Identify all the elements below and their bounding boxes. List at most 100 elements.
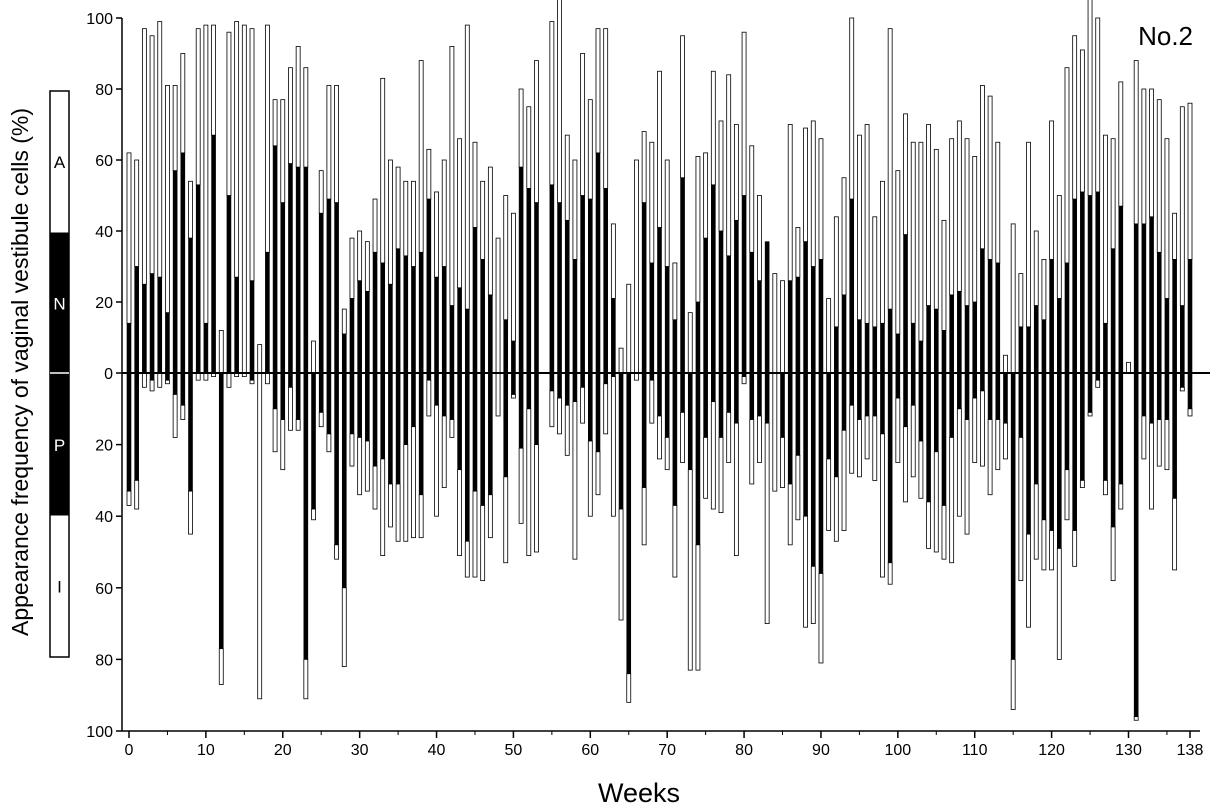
bar-i-week-56 xyxy=(557,397,562,435)
bar-i-week-108 xyxy=(956,408,962,517)
bar-i-week-38 xyxy=(418,494,424,539)
bar-a-week-43 xyxy=(457,138,463,289)
bar-n-week-89 xyxy=(810,266,816,374)
bar-a-week-88 xyxy=(803,127,808,243)
bar-a-week-117 xyxy=(1026,141,1031,328)
bar-n-week-100 xyxy=(895,333,901,374)
bar-n-week-33 xyxy=(380,262,386,374)
bar-i-week-128 xyxy=(1110,526,1116,582)
phase-label-p: P xyxy=(54,436,65,455)
tick-marks xyxy=(116,17,1191,738)
bar-i-week-97 xyxy=(872,415,878,481)
bar-a-week-82 xyxy=(757,195,762,282)
bar-i-week-88 xyxy=(803,515,808,628)
bar-p-week-49 xyxy=(503,372,509,478)
bar-a-week-131 xyxy=(1133,60,1139,225)
bar-p-week-29 xyxy=(349,372,355,435)
bar-n-week-75 xyxy=(703,237,708,374)
y-tick-label: 80 xyxy=(95,652,113,669)
bar-n-week-31 xyxy=(365,291,370,374)
bar-i-week-132 xyxy=(1141,415,1147,460)
bar-i-week-100 xyxy=(895,397,901,463)
bar-p-week-83 xyxy=(764,372,770,424)
bar-p-week-86 xyxy=(787,372,793,485)
phase-box-i xyxy=(50,515,69,657)
bar-i-week-137 xyxy=(1179,386,1185,392)
bar-i-week-17 xyxy=(257,372,263,700)
bar-p-week-25 xyxy=(318,372,324,413)
bar-a-week-118 xyxy=(1033,230,1039,306)
x-tick-label: 100 xyxy=(884,742,911,759)
bar-p-week-75 xyxy=(703,372,708,438)
bar-i-week-106 xyxy=(941,505,947,560)
bar-p-week-23 xyxy=(303,372,309,660)
bar-i-week-129 xyxy=(1118,483,1124,510)
bar-p-week-44 xyxy=(464,372,470,542)
bar-i-week-71 xyxy=(672,505,678,578)
bar-i-week-23 xyxy=(303,659,309,700)
bar-i-week-68 xyxy=(649,379,655,424)
bar-n-week-37 xyxy=(411,266,416,374)
bar-p-week-37 xyxy=(411,372,416,428)
bar-p-week-127 xyxy=(1103,372,1108,481)
bar-p-week-99 xyxy=(887,372,893,564)
bar-a-week-86 xyxy=(787,124,793,282)
bar-p-week-8 xyxy=(188,372,193,492)
bar-n-week-106 xyxy=(941,330,947,374)
bar-a-week-30 xyxy=(357,230,363,282)
x-tick-label: 80 xyxy=(735,742,753,759)
bar-p-week-126 xyxy=(1095,372,1101,381)
bar-n-week-26 xyxy=(326,198,332,374)
bar-a-week-25 xyxy=(318,170,324,214)
bar-p-week-73 xyxy=(687,372,693,470)
bar-a-week-13 xyxy=(226,31,232,196)
bar-a-week-132 xyxy=(1141,88,1147,225)
bar-a-week-46 xyxy=(480,180,486,260)
bar-a-week-51 xyxy=(518,88,524,168)
bar-n-week-35 xyxy=(395,248,401,374)
x-tick-label: 90 xyxy=(812,742,830,759)
bar-a-week-29 xyxy=(349,237,355,299)
bar-i-week-33 xyxy=(380,458,386,556)
bar-a-week-104 xyxy=(926,124,931,306)
bar-i-week-5 xyxy=(165,379,170,385)
bar-a-week-55 xyxy=(549,21,555,186)
bar-n-week-132 xyxy=(1141,223,1147,374)
bar-p-week-121 xyxy=(1056,372,1062,549)
bar-i-week-8 xyxy=(188,490,193,535)
bar-a-week-91 xyxy=(826,298,832,374)
bar-n-week-47 xyxy=(488,294,493,374)
bar-p-week-98 xyxy=(880,372,885,435)
bar-a-week-63 xyxy=(610,223,616,299)
bar-i-week-63 xyxy=(610,376,616,517)
bar-i-week-37 xyxy=(411,426,416,539)
bar-p-week-56 xyxy=(557,372,562,399)
bar-a-week-6 xyxy=(172,85,178,172)
bar-i-week-87 xyxy=(795,454,801,521)
bar-a-week-67 xyxy=(641,131,647,204)
bar-n-week-59 xyxy=(580,195,585,374)
bar-i-week-24 xyxy=(311,508,316,521)
x-tick-label: 10 xyxy=(197,742,215,759)
bar-n-week-77 xyxy=(718,230,724,374)
bar-p-week-106 xyxy=(941,372,947,506)
bar-a-week-135 xyxy=(1164,138,1170,299)
bar-i-week-135 xyxy=(1164,419,1170,471)
bar-a-week-21 xyxy=(288,67,293,164)
bar-p-week-116 xyxy=(1018,372,1024,438)
bar-i-week-64 xyxy=(618,508,624,621)
bar-n-week-60 xyxy=(588,198,593,374)
bar-n-week-125 xyxy=(1087,195,1093,374)
bar-p-week-89 xyxy=(810,372,816,567)
bar-a-week-9 xyxy=(195,28,201,186)
bar-a-week-121 xyxy=(1056,195,1062,299)
bar-p-week-64 xyxy=(618,372,624,510)
bar-a-week-97 xyxy=(872,216,878,328)
bar-a-week-76 xyxy=(710,70,716,186)
bar-i-week-50 xyxy=(511,394,516,399)
bar-n-week-120 xyxy=(1049,259,1054,374)
bar-i-week-101 xyxy=(903,426,908,503)
bar-i-week-133 xyxy=(1149,422,1154,510)
bar-a-week-57 xyxy=(564,134,570,221)
bar-a-week-10 xyxy=(203,24,209,324)
